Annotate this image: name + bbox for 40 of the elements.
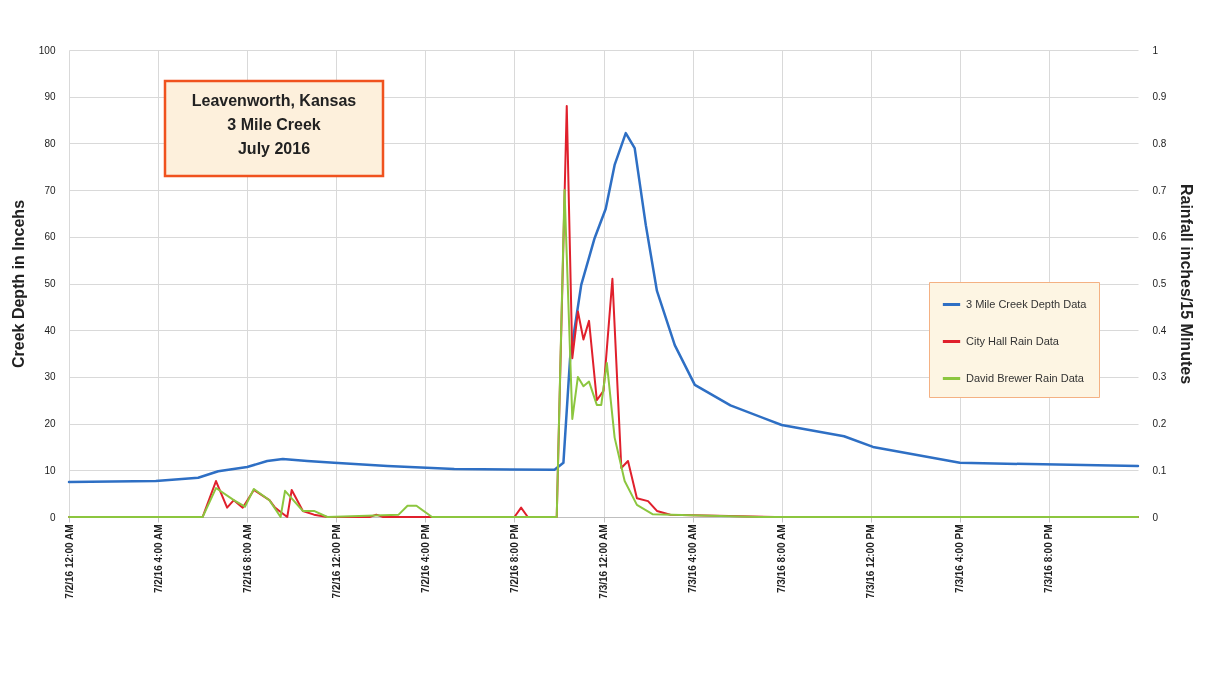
x-tick-label: 7/2/16 12:00 PM (330, 524, 342, 599)
y-tick-label: 50 (44, 278, 56, 289)
y-tick-label: 10 (44, 464, 56, 476)
y2-tick-label: 0 (1152, 511, 1159, 523)
y-tick-label: 0 (49, 511, 56, 523)
text: Leavenworth, Kansas 3 Mile Creek July 2016 (191, 92, 357, 157)
y2-tick-label: 0.4 (1152, 324, 1167, 336)
legend-label: David Brewer Rain Data (966, 371, 1085, 384)
y2-tick-label: 0.6 (1152, 231, 1167, 243)
x-tick-label: 7/3/16 4:00 AM (687, 524, 699, 594)
y2-tick-label: 0.9 (1152, 91, 1167, 103)
y-tick-label: 100 (38, 44, 56, 56)
y-tick-label: 70 (44, 184, 56, 196)
y-tick-label: 80 (44, 137, 56, 149)
y2-tick-label: 1 (1152, 44, 1159, 56)
legend-label: 3 Mile Creek Depth Data (966, 297, 1088, 310)
y2-axis-title: Rainfall inches/15 Minutes (1178, 183, 1196, 385)
y2-tick-label: 0.5 (1152, 278, 1167, 289)
x-tick-label: 7/3/16 8:00 AM (776, 524, 788, 594)
y2-tick-label: 0.8 (1152, 137, 1167, 149)
x-tick-label: 7/3/16 12:00 PM (865, 524, 877, 599)
y2-tick-label: 0.7 (1152, 184, 1167, 196)
y2-tick-label: 0.1 (1152, 464, 1167, 476)
x-tick-label: 7/2/16 4:00 PM (419, 524, 431, 593)
x-tick-label: 7/2/16 4:00 AM (152, 524, 164, 594)
y2-tick-label: 0.2 (1152, 418, 1167, 430)
x-tick-label: 7/2/16 8:00 AM (241, 524, 253, 594)
x-tick-label: 7/3/16 4:00 PM (954, 524, 966, 593)
y-tick-label: 60 (44, 231, 56, 243)
x-tick-label: 7/2/16 12:00 AM (63, 524, 75, 599)
y-tick-label: 20 (44, 418, 56, 430)
y2-tick-label: 0.3 (1152, 371, 1167, 383)
legend-label: City Hall Rain Data (966, 334, 1060, 347)
x-tick-label: 7/3/16 8:00 PM (1043, 524, 1055, 593)
x-tick-label: 7/3/16 12:00 AM (598, 524, 609, 599)
x-tick-label: 7/2/16 8:00 PM (508, 524, 520, 593)
y-tick-label: 30 (44, 371, 56, 383)
y-tick-label: 90 (44, 91, 56, 103)
y-axis-title: Creek Depth in Incehs (9, 199, 27, 369)
y-tick-label: 40 (44, 324, 56, 336)
